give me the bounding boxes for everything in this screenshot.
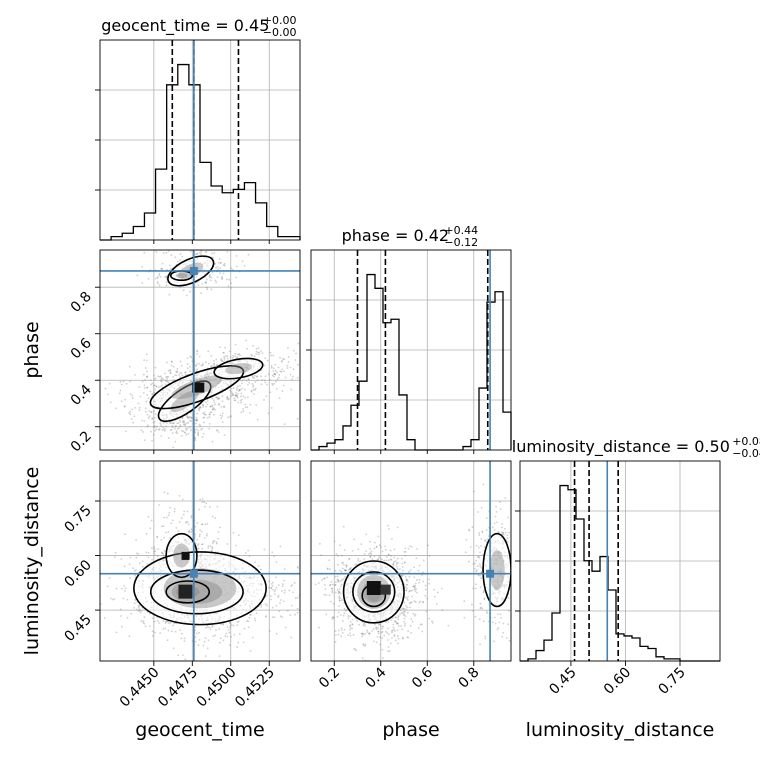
contour bbox=[133, 551, 267, 626]
x-axis-label-phase: phase bbox=[382, 719, 439, 741]
title-minus: −0.12 bbox=[444, 236, 478, 249]
title-plus: +0.44 bbox=[444, 224, 478, 237]
y-tick-label: 0.45 bbox=[61, 612, 94, 645]
y-tick-label: 0.60 bbox=[61, 557, 94, 590]
x-tick-label: 0.2 bbox=[316, 665, 343, 692]
contour bbox=[167, 255, 215, 287]
x-tick-label: 0.4450 bbox=[117, 665, 163, 711]
truth-marker bbox=[486, 569, 495, 578]
histogram-luminosity_distance bbox=[520, 484, 720, 662]
x-tick-label: 0.4475 bbox=[155, 665, 201, 711]
x-tick-label: 0.60 bbox=[601, 665, 634, 698]
x-tick-label: 0.75 bbox=[655, 665, 688, 698]
contour bbox=[165, 580, 211, 604]
x-tick-label: 0.4500 bbox=[194, 665, 240, 711]
x-tick-label: 0.45 bbox=[546, 665, 579, 698]
y-axis-label-luminosity_distance: luminosity_distance bbox=[21, 467, 43, 656]
histogram-geocent_time bbox=[100, 63, 301, 241]
x-axis-label-geocent_time: geocent_time bbox=[135, 719, 264, 741]
title-plus: +0.08 bbox=[732, 435, 760, 448]
title-phase: phase = 0.42 bbox=[342, 226, 449, 245]
y-axis-label-phase: phase bbox=[21, 321, 43, 378]
truth-marker bbox=[189, 266, 198, 275]
scatter-panel-phase-luminosity_distance bbox=[310, 460, 512, 662]
contour bbox=[157, 380, 212, 423]
x-tick-label: 0.4 bbox=[363, 664, 390, 691]
hist-panel-luminosity_distance: luminosity_distance = 0.50+0.08−0.04 bbox=[512, 435, 760, 662]
x-axis-label-luminosity_distance: luminosity_distance bbox=[526, 719, 715, 741]
contour bbox=[352, 571, 396, 613]
y-tick-label: 0.4 bbox=[68, 382, 95, 409]
contour bbox=[165, 532, 198, 579]
title-plus: +0.00 bbox=[263, 14, 297, 27]
title-geocent_time: geocent_time = 0.45 bbox=[101, 16, 269, 36]
hist-panel-geocent_time: geocent_time = 0.45+0.00−0.00 bbox=[95, 14, 301, 241]
title-minus: −0.00 bbox=[263, 26, 297, 39]
truth-marker bbox=[189, 569, 198, 578]
histogram-phase bbox=[311, 273, 512, 451]
contour bbox=[342, 560, 405, 624]
contour bbox=[149, 365, 245, 410]
x-tick-label: 0.4525 bbox=[232, 665, 278, 711]
title-minus: −0.04 bbox=[732, 447, 760, 460]
scatter-panel-geocent_time-phase bbox=[99, 249, 301, 451]
x-tick-label: 0.8 bbox=[456, 665, 483, 692]
contour bbox=[213, 357, 264, 380]
y-tick-label: 0.8 bbox=[68, 289, 95, 316]
y-tick-label: 0.6 bbox=[68, 335, 95, 362]
y-tick-label: 0.2 bbox=[68, 428, 95, 455]
hist-panel-phase: phase = 0.42+0.44−0.12 bbox=[306, 224, 512, 451]
x-tick-label: 0.6 bbox=[409, 664, 436, 691]
scatter-panel-geocent_time-luminosity_distance bbox=[99, 460, 301, 662]
title-luminosity_distance: luminosity_distance = 0.50 bbox=[512, 437, 730, 457]
y-tick-label: 0.75 bbox=[61, 503, 94, 536]
